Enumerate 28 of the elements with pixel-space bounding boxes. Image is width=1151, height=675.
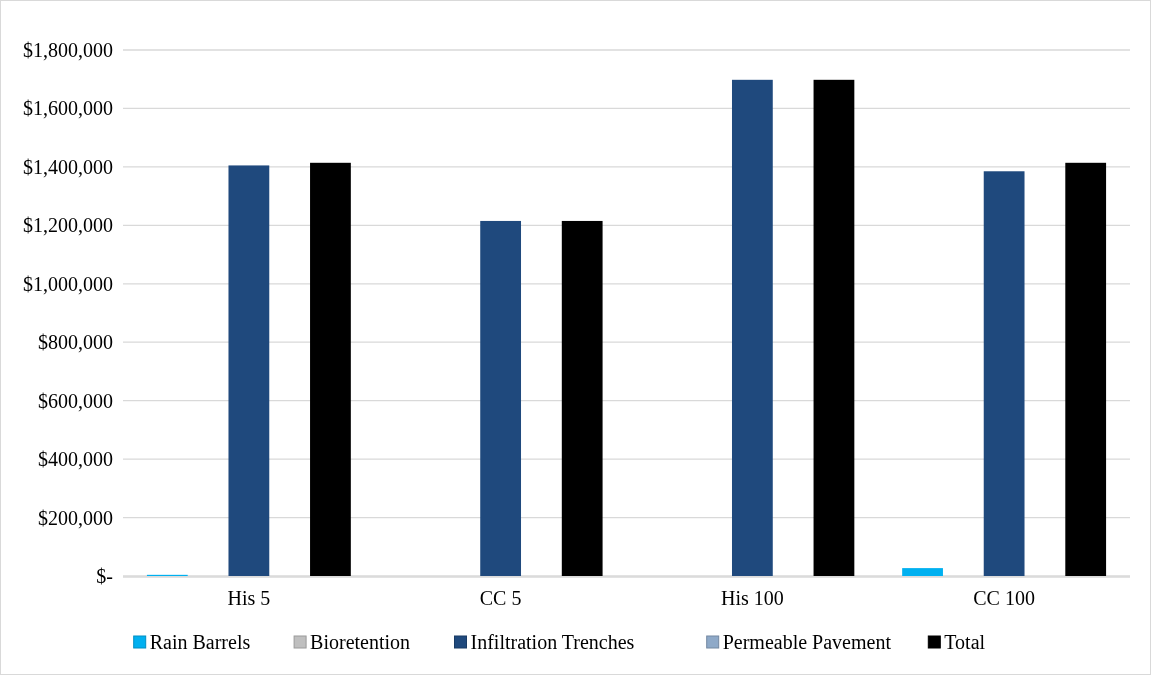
bar — [1065, 162, 1107, 576]
y-tick-label: $1,600,000 — [23, 97, 113, 120]
y-tick-label: $200,000 — [38, 506, 113, 529]
bar — [983, 171, 1025, 576]
y-tick-label: $400,000 — [38, 448, 113, 471]
legend-label: Total — [944, 631, 986, 653]
bar — [310, 162, 351, 576]
y-tick-label: $1,200,000 — [23, 214, 113, 237]
legend-label: Infiltration Trenches — [470, 631, 635, 653]
bar — [813, 79, 855, 576]
bar — [561, 220, 603, 576]
legend-label: Permeable Pavement — [722, 631, 892, 653]
y-tick-label: $800,000 — [38, 331, 113, 354]
x-tick-label: CC 5 — [479, 587, 522, 609]
y-tick-label: $600,000 — [38, 389, 113, 412]
bar — [731, 79, 773, 576]
bar — [228, 165, 270, 576]
bar — [902, 568, 943, 576]
y-tick-label: $1,800,000 — [23, 39, 113, 61]
y-tick-label: $1,000,000 — [23, 272, 113, 295]
bar — [480, 220, 522, 576]
x-tick-label: His 5 — [227, 587, 271, 609]
y-tick-label: $- — [96, 565, 113, 587]
legend-label: Bioretention — [310, 631, 411, 653]
legend-label: Rain Barrels — [149, 631, 251, 653]
x-tick-label: His 100 — [720, 587, 784, 609]
x-tick-label: CC 100 — [973, 587, 1035, 609]
y-tick-label: $1,400,000 — [23, 155, 113, 178]
